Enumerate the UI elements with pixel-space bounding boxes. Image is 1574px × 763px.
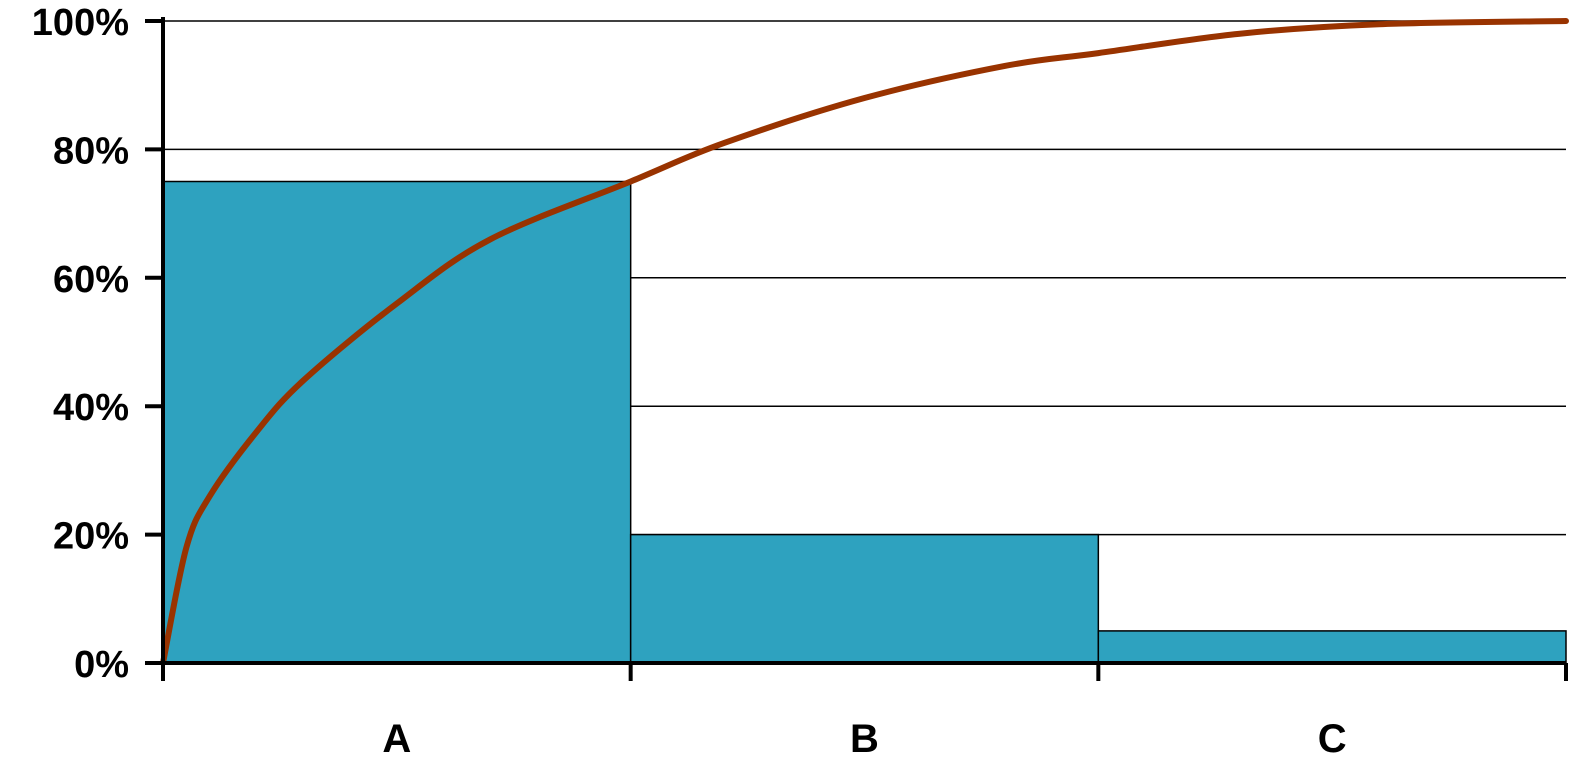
bars <box>162 180 1567 664</box>
cumulative-curve-group <box>160 18 1569 666</box>
bar-a <box>162 180 632 664</box>
x-tick-label-b: B <box>850 717 879 761</box>
x-tick-label-c: C <box>1318 717 1347 761</box>
y-tick-label: 100% <box>32 2 129 44</box>
y-tick-label: 60% <box>53 259 129 301</box>
y-tick-label: 0% <box>74 644 129 686</box>
y-tick-label: 40% <box>53 387 129 429</box>
y-tick-label: 80% <box>53 130 129 172</box>
bar-c <box>1097 630 1567 664</box>
x-tick-labels: A B C <box>382 717 1346 761</box>
cumulative-curve <box>160 18 1569 666</box>
y-tick-labels: 0% 20% 40% 60% 80% 100% <box>32 2 129 686</box>
x-tick-label-a: A <box>382 717 411 761</box>
axes <box>145 17 1568 681</box>
bar-b <box>629 533 1100 664</box>
y-tick-label: 20% <box>53 516 129 558</box>
